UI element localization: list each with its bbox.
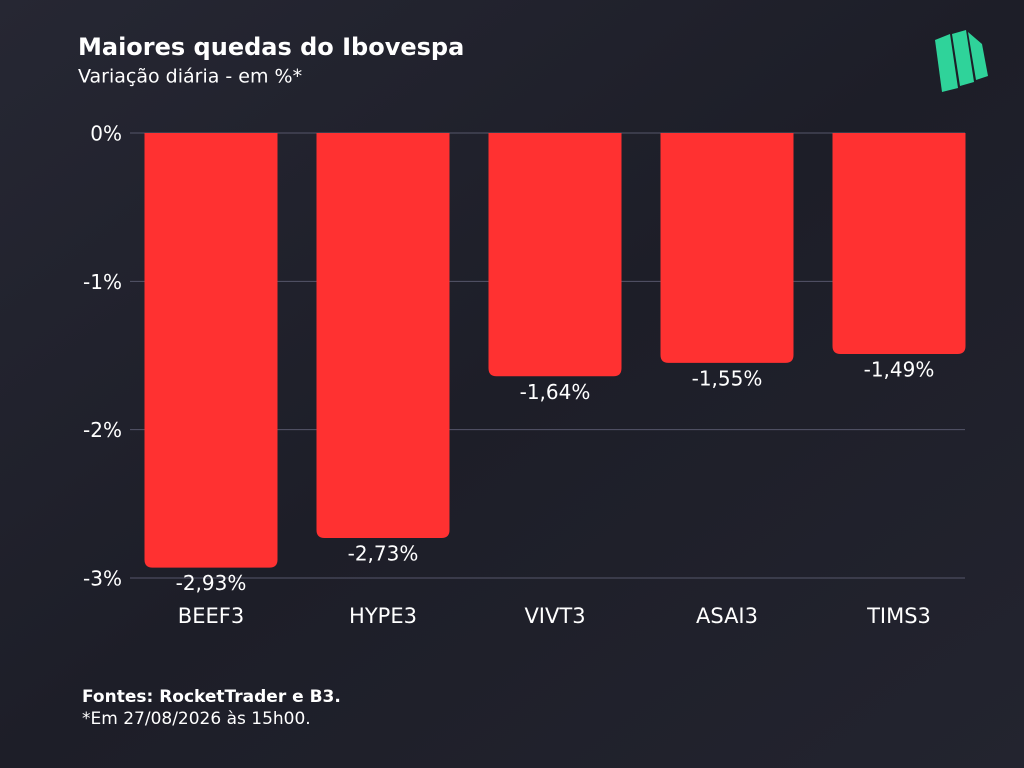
x-tick-label: HYPE3 xyxy=(349,604,417,628)
y-tick-label: -3% xyxy=(83,567,122,591)
bar xyxy=(144,133,278,568)
bar xyxy=(316,133,450,538)
y-tick-label: -1% xyxy=(83,270,122,294)
x-tick-label: VIVT3 xyxy=(524,604,585,628)
x-tick-label: TIMS3 xyxy=(866,604,931,628)
chart-title: Maiores quedas do Ibovespa xyxy=(78,33,464,61)
source: Fontes: RocketTrader e B3. xyxy=(82,687,341,707)
x-tick-label: BEEF3 xyxy=(178,604,244,628)
x-tick-label: ASAI3 xyxy=(696,604,758,628)
value-label: -1,55% xyxy=(692,366,763,390)
value-label: -2,93% xyxy=(176,571,247,595)
y-tick-label: 0% xyxy=(90,122,122,146)
note: *Em 27/08/2026 às 15h00. xyxy=(82,709,311,729)
bar xyxy=(488,133,622,377)
logo xyxy=(935,30,988,92)
chart-subtitle: Variação diária - em %* xyxy=(78,66,302,88)
value-label: -2,73% xyxy=(348,541,419,565)
value-label: -1,64% xyxy=(520,380,591,404)
bar xyxy=(832,133,966,355)
y-tick-label: -2% xyxy=(83,418,122,442)
bar xyxy=(660,133,794,363)
value-label: -1,49% xyxy=(864,358,935,382)
